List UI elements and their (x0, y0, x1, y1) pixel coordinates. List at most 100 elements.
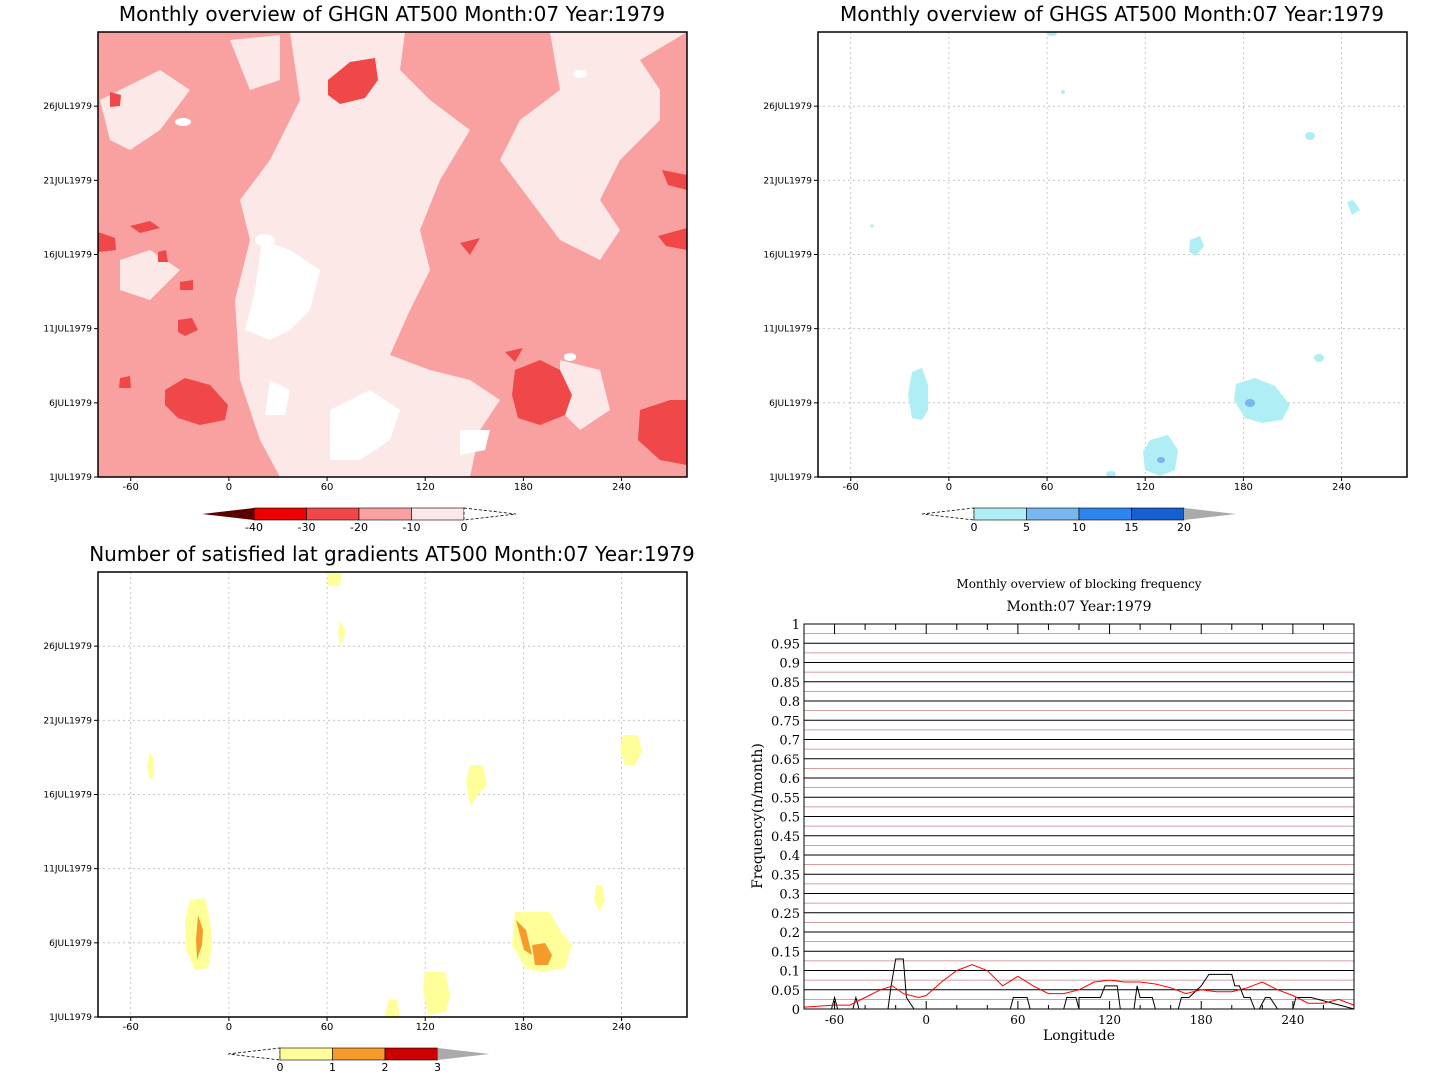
colorbar-box (253, 507, 307, 521)
colorbar-box (306, 507, 360, 521)
ghgn-colorbar: -40 -30 -20 -10 0 (202, 507, 517, 534)
colorbar-label: -20 (350, 521, 368, 534)
x-tick-label: 60 (1041, 482, 1054, 493)
colorbar-box (279, 1047, 333, 1061)
colorbar-right-extension (1184, 508, 1236, 520)
ghgn-axes: -60 0 60 120 180 240 1JUL1979 6JUL1979 11JUL197… (43, 31, 688, 493)
red-frequency-line (803, 964, 1355, 1008)
colorbar-label: -10 (403, 521, 421, 534)
y-tick-label: 0.5 (779, 811, 800, 826)
y-tick-label: 21JUL1979 (763, 176, 812, 186)
ghgs-field (870, 32, 1360, 477)
y-tick-label: 0.05 (771, 984, 800, 999)
y-tick-label: 6JUL1979 (49, 939, 92, 949)
blocking-series (803, 958, 1355, 1010)
blocking-gridlines (804, 623, 1354, 1010)
x-tick-label: -60 (123, 1022, 139, 1033)
colorbar-label: 3 (434, 1061, 441, 1074)
x-tick-label: 240 (612, 1022, 631, 1033)
x-tick-label: 0 (226, 1022, 232, 1033)
x-tick-label: 0 (922, 1013, 930, 1027)
colorbar-left-extension (227, 1047, 281, 1061)
colorbar-label: 20 (1177, 521, 1191, 534)
lat-grad-field (147, 573, 642, 1017)
y-tick-label: 0 (792, 1003, 800, 1018)
ghgn-title: Monthly overview of GHGN AT500 Month:07 … (119, 2, 665, 26)
lat-grad-axes: -60 0 60 120 180 240 1JUL1979 6JUL1979 11JUL197… (43, 571, 688, 1033)
y-tick-label: 26JUL1979 (763, 102, 812, 112)
x-tick-label: 120 (416, 1022, 435, 1033)
x-tick-label: 180 (514, 1022, 533, 1033)
colorbar-box (1078, 507, 1132, 521)
ghgs-axes: -60 0 60 120 180 240 1JUL1979 6JUL1979 11JUL197… (763, 31, 1408, 493)
colorbar-box (973, 507, 1027, 521)
blocking-ylabel: Frequency(n/month) (750, 743, 766, 889)
colorbar-left-extension (202, 508, 254, 520)
colorbar-right-extension (437, 1048, 490, 1060)
y-tick-label: 11JUL1979 (43, 865, 92, 875)
ghgs-panel: Monthly overview of GHGS AT500 Month:07 … (763, 2, 1408, 534)
x-tick-label: 0 (946, 482, 952, 493)
y-tick-label: 0.35 (771, 868, 800, 883)
x-tick-label: 180 (1190, 1013, 1213, 1027)
y-tick-label: 0.25 (771, 907, 800, 922)
ghgn-field (98, 32, 687, 477)
y-tick-label: 16JUL1979 (43, 251, 92, 261)
y-tick-label: 6JUL1979 (769, 399, 812, 409)
y-tick-label: 11JUL1979 (43, 325, 92, 335)
y-tick-label: 26JUL1979 (43, 102, 92, 112)
colorbar-label: 15 (1125, 521, 1139, 534)
black-frequency-line (804, 958, 1355, 1010)
ghgs-colorbar: 0 5 10 15 20 (921, 507, 1236, 534)
y-tick-label: 26JUL1979 (43, 642, 92, 652)
ghgn-panel: Monthly overview of GHGN AT500 Month:07 … (43, 2, 688, 534)
y-tick-label: 0.65 (771, 753, 800, 768)
blocking-y-axis: 0 0.05 0.1 0.15 0.2 0.25 0.3 0.35 0.4 0.45 0.5 0.55… (771, 618, 800, 1018)
lat-grad-colorbar: 0 1 2 3 (227, 1047, 490, 1074)
y-tick-label: 0.1 (779, 965, 800, 980)
y-tick-label: 0.55 (771, 791, 800, 806)
y-tick-label: 1JUL1979 (769, 473, 812, 483)
x-tick-label: 60 (1010, 1013, 1025, 1027)
x-tick-label: -60 (123, 482, 139, 493)
x-tick-label: 0 (226, 482, 232, 493)
colorbar-label: 2 (382, 1061, 389, 1074)
x-tick-label: 120 (1136, 482, 1155, 493)
y-tick-label: 11JUL1979 (763, 325, 812, 335)
x-tick-label: 60 (321, 482, 334, 493)
lat-grad-panel: Number of satisfied lat gradients AT500 … (43, 542, 694, 1074)
colorbar-label: 0 (461, 521, 468, 534)
y-tick-label: 0.85 (771, 676, 800, 691)
y-tick-label: 21JUL1979 (43, 176, 92, 186)
ghgs-title: Monthly overview of GHGS AT500 Month:07 … (840, 2, 1384, 26)
blocking-title: Monthly overview of blocking frequency (956, 577, 1201, 591)
colorbar-box (411, 507, 465, 521)
colorbar-label: 1 (329, 1061, 336, 1074)
colorbar-box (1131, 507, 1185, 521)
blocking-panel: Monthly overview of blocking frequency M… (750, 577, 1355, 1044)
y-tick-label: 16JUL1979 (763, 251, 812, 261)
y-tick-label: 1JUL1979 (49, 1013, 92, 1023)
y-tick-label: 0.4 (779, 849, 800, 864)
colorbar-box (384, 1047, 438, 1061)
y-tick-label: 0.7 (779, 734, 800, 749)
y-tick-label: 0.2 (779, 926, 800, 941)
x-tick-label: -60 (843, 482, 859, 493)
y-tick-label: 0.6 (779, 772, 800, 787)
colorbar-label: -30 (298, 521, 316, 534)
blocking-xlabel: Longitude (1043, 1028, 1115, 1044)
colorbar-left-extension (921, 507, 975, 521)
y-tick-label: 16JUL1979 (43, 791, 92, 801)
y-tick-label: 1 (792, 618, 800, 633)
colorbar-right-extension (463, 507, 517, 521)
x-tick-label: 240 (612, 482, 631, 493)
colorbar-box (1026, 507, 1080, 521)
x-tick-label: 60 (321, 1022, 334, 1033)
colorbar-box (358, 507, 412, 521)
y-tick-label: 0.3 (779, 888, 800, 903)
blocking-x-axis: -60 0 60 120 180 240 (825, 624, 1355, 1027)
y-tick-label: 0.45 (771, 830, 800, 845)
y-tick-label: 6JUL1979 (49, 399, 92, 409)
x-tick-label: 180 (1234, 482, 1253, 493)
